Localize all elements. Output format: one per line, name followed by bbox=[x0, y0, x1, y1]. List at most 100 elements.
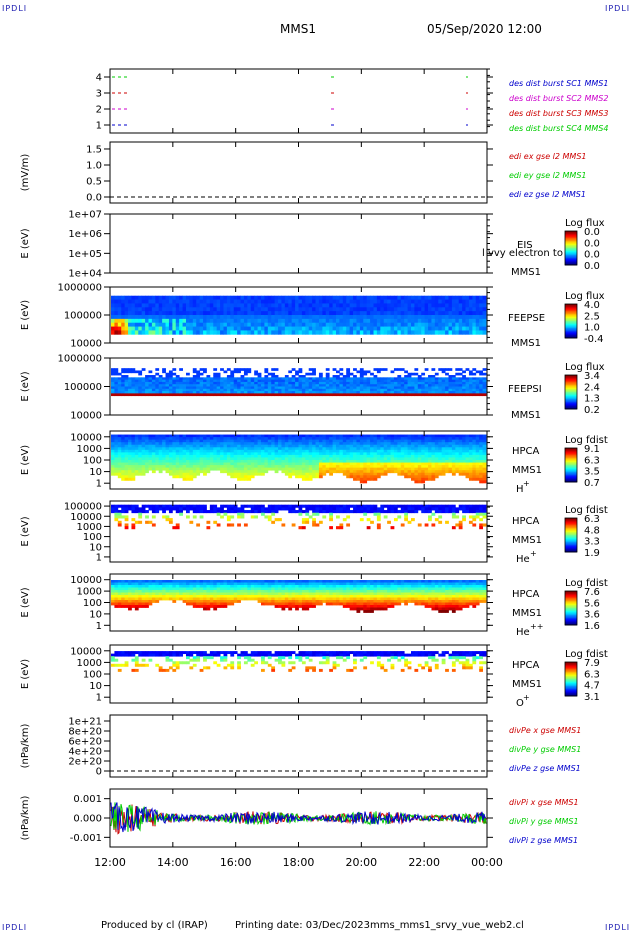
spectro-cell-hpca_h bbox=[387, 434, 391, 438]
spectro-cell-hpca_h bbox=[346, 434, 351, 438]
spectro-cell-hpca_h bbox=[247, 465, 252, 469]
spectro-cell-hpca_hepp bbox=[141, 595, 146, 598]
spectro-cell-feepse bbox=[414, 330, 419, 335]
spectro-cell-hpca_h bbox=[424, 444, 429, 448]
spectro-cell-hpca_h bbox=[393, 434, 398, 438]
spectro-cell-hpca_he bbox=[417, 504, 422, 508]
spectro-cell-hpca_h bbox=[274, 462, 279, 466]
spectro-cell-hpca_he bbox=[230, 507, 235, 511]
spectro-cell-hpca_h bbox=[243, 452, 248, 456]
spectro-cell-feepsi bbox=[468, 377, 473, 381]
spectro-cell-hpca_hepp bbox=[131, 585, 136, 588]
spectro-cell-hpca_h bbox=[281, 437, 286, 441]
spectro-cell-feepsi bbox=[284, 377, 289, 381]
spectro-cell-hpca_hepp bbox=[121, 582, 126, 586]
spectro-cell-feepse bbox=[271, 315, 276, 320]
spectro-cell-feepse bbox=[475, 311, 480, 316]
spectro-cell-hpca_h bbox=[373, 470, 378, 474]
spectro-cell-feepse bbox=[264, 330, 269, 335]
spectro-cell-feepsi bbox=[220, 379, 224, 383]
spectro-cell-hpca_h bbox=[349, 434, 354, 438]
spectro-cell-hpca_h bbox=[114, 454, 119, 458]
spectro-cell-feepse bbox=[380, 299, 385, 304]
spectro-cell-hpca_h bbox=[237, 470, 241, 474]
spectro-cell-hpca_h bbox=[196, 467, 201, 471]
spectro-cell-hpca_h bbox=[390, 452, 395, 456]
spectro-cell-feepsi bbox=[431, 393, 436, 397]
spectro-cell-hpca_hepp bbox=[128, 587, 132, 591]
spectro-cell-feepse bbox=[455, 303, 460, 308]
spectro-cell-hpca_h bbox=[359, 437, 364, 441]
spectro-cell-hpca_he bbox=[301, 504, 306, 508]
spectro-cell-feepse bbox=[322, 318, 327, 324]
spectro-cell-hpca_he bbox=[315, 504, 320, 508]
spectro-cell-hpca_h bbox=[312, 447, 316, 451]
spectro-cell-feepsi bbox=[247, 368, 252, 371]
spectro-cell-hpca_he bbox=[111, 504, 115, 508]
spectro-cell-hpca_h bbox=[288, 447, 293, 451]
spectro-cell-hpca_h bbox=[349, 465, 354, 469]
spectro-cell-hpca_h bbox=[336, 457, 340, 461]
spectro-cell-hpca_h bbox=[274, 437, 279, 441]
ytick-label-feepsi-2: 1000000 bbox=[57, 354, 102, 365]
spectro-cell-feepse bbox=[472, 311, 477, 316]
spectro-cell-hpca_h bbox=[230, 442, 235, 446]
spectro-cell-hpca_he bbox=[479, 510, 483, 514]
spectro-cell-hpca_h bbox=[346, 465, 351, 469]
spectro-cell-feepse bbox=[182, 322, 187, 327]
spectro-cell-hpca_h bbox=[431, 475, 436, 479]
spectro-cell-hpca_h bbox=[131, 470, 136, 474]
spectro-cell-hpca_h bbox=[271, 462, 276, 466]
spectro-cell-hpca_h bbox=[346, 460, 351, 463]
spectro-cell-hpca_h bbox=[349, 475, 354, 479]
instrument-hpca_he-0: HPCA bbox=[512, 516, 540, 527]
spectro-cell-hpca_h bbox=[172, 467, 177, 471]
ytick-label-hpca_h-0: 1 bbox=[96, 479, 102, 490]
spectro-cell-hpca_h bbox=[131, 477, 136, 481]
spectro-cell-hpca_h bbox=[220, 454, 224, 458]
spectro-cell-hpca_h bbox=[465, 452, 470, 456]
spectro-cell-hpca_h bbox=[414, 472, 419, 476]
spectro-cell-hpca_he bbox=[438, 507, 443, 511]
spectro-cell-hpca_h bbox=[468, 457, 473, 461]
spectro-cell-feepsi bbox=[206, 377, 211, 381]
spectro-cell-hpca_hepp bbox=[148, 580, 153, 583]
spectro-cell-hpca_h bbox=[383, 437, 388, 441]
spectro-cell-feepse bbox=[397, 303, 402, 308]
spectro-cell-hpca_h bbox=[291, 449, 296, 453]
spectro-cell-feepsi bbox=[203, 377, 207, 381]
spectro-cell-hpca_h bbox=[438, 434, 443, 438]
cbar-tick-feepsi-0: 3.4 bbox=[584, 371, 600, 382]
spectro-cell-feepse bbox=[148, 322, 153, 327]
spectro-cell-feepse bbox=[417, 299, 422, 304]
spectro-cell-hpca_he bbox=[336, 526, 340, 530]
spectro-cell-feepse bbox=[465, 318, 470, 324]
spectro-cell-hpca_h bbox=[291, 465, 296, 469]
spectro-cell-hpca_hepp bbox=[117, 595, 122, 598]
spectro-cell-feepsi bbox=[291, 375, 296, 378]
spectro-cell-feepsi bbox=[274, 393, 279, 397]
spectro-cell-hpca_h bbox=[458, 462, 463, 466]
spectro-cell-hpca_he bbox=[475, 512, 480, 516]
spectro-cell-hpca_he bbox=[366, 507, 371, 511]
spectro-cell-hpca_hepp bbox=[131, 602, 136, 606]
spectro-cell-feepse bbox=[254, 311, 258, 316]
spectro-cell-feepsi bbox=[254, 381, 258, 385]
spectro-cell-hpca_he bbox=[455, 507, 460, 511]
spectro-cell-hpca_he bbox=[458, 520, 463, 524]
spectro-cell-hpca_he bbox=[254, 507, 258, 511]
spectro-cell-hpca_hepp bbox=[111, 587, 115, 591]
spectro-cell-feepse bbox=[359, 322, 364, 327]
spectro-cell-feepsi bbox=[434, 381, 439, 385]
spectro-cell-feepsi bbox=[417, 377, 422, 381]
spectro-cell-hpca_h bbox=[448, 457, 453, 461]
spectro-cell-hpca_h bbox=[373, 437, 378, 441]
spectro-cell-hpca_h bbox=[322, 442, 327, 446]
spectro-cell-feepsi bbox=[373, 391, 378, 394]
spectro-cell-hpca_h bbox=[145, 442, 149, 446]
spectro-cell-hpca_h bbox=[179, 460, 183, 463]
spectro-cell-feepse bbox=[428, 315, 432, 320]
spectro-cell-hpca_h bbox=[138, 457, 143, 461]
spectro-cell-feepsi bbox=[172, 388, 177, 392]
spectro-cell-feepse bbox=[411, 311, 415, 316]
